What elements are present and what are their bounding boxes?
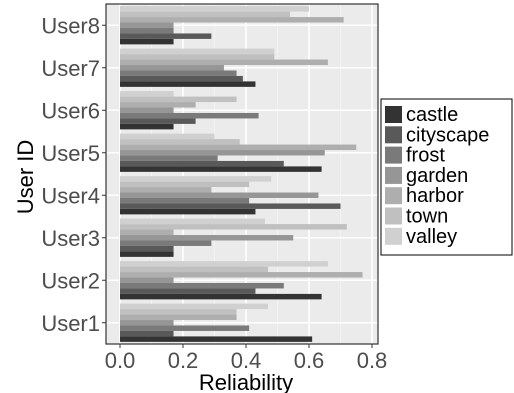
bar-user4-frost: [120, 197, 250, 204]
y-tick-labels: User1 User2 User3 User4 User5 User6 User7 User8: [41, 13, 106, 336]
bar-user6-cityscape: [120, 118, 196, 124]
bar-user8-frost: [120, 27, 174, 34]
legend-label-town: town: [406, 206, 448, 228]
legend-label-frost: frost: [406, 145, 445, 167]
y-axis-label: User ID: [13, 140, 38, 215]
bar-user6-town: [120, 96, 237, 103]
bar-user8-town: [120, 11, 291, 18]
panel-border: [105, 3, 379, 345]
bar-user1-castle: [120, 336, 313, 342]
bar-user2-harbor: [120, 272, 363, 278]
bar-user5-cityscape: [120, 160, 284, 167]
bar-user7-valley: [120, 48, 275, 55]
legend-box: [380, 98, 513, 256]
bar-user5-town: [120, 139, 240, 145]
bar-user3-cityscape: [120, 245, 174, 252]
legend-label-castle: castle: [406, 104, 458, 126]
x-tick-label: 0.6: [294, 348, 325, 373]
bars: [120, 6, 363, 342]
x-tick-label: 0.8: [357, 348, 388, 373]
bar-user5-harbor: [120, 144, 357, 151]
bar-user4-harbor: [120, 187, 212, 193]
legend-label-cityscape: cityscape: [406, 124, 489, 146]
bar-user3-garden: [120, 235, 294, 241]
bar-user2-garden: [120, 277, 174, 283]
legend-label-harbor: harbor: [406, 185, 464, 207]
bar-user7-cityscape: [120, 75, 243, 82]
y-tick-label: User5: [41, 141, 100, 166]
y-tick-label: User1: [41, 311, 100, 336]
bar-user3-town: [120, 224, 347, 230]
y-tick-label: User6: [41, 98, 100, 123]
bar-user5-garden: [120, 150, 325, 156]
bar-user8-harbor: [120, 17, 344, 23]
bar-user2-castle: [120, 293, 322, 300]
bar-user6-castle: [120, 123, 174, 130]
legend: castlecityscapefrostgardenharbortownvall…: [380, 98, 513, 256]
bar-user4-castle: [120, 208, 256, 215]
bar-user1-frost: [120, 325, 250, 331]
bar-user8-castle: [120, 38, 174, 45]
legend-key-garden: [385, 166, 402, 184]
bar-user4-town: [120, 181, 250, 188]
bar-user8-valley: [120, 6, 309, 12]
bar-user8-cityscape: [120, 33, 212, 39]
bar-user5-frost: [120, 155, 218, 161]
bar-user7-castle: [120, 81, 256, 87]
bar-user5-valley: [120, 133, 215, 140]
bar-user2-valley: [120, 261, 328, 267]
x-tick-label: 0.4: [231, 348, 262, 373]
bar-user1-town: [120, 309, 237, 315]
bar-user4-cityscape: [120, 203, 341, 209]
legend-label-valley: valley: [406, 226, 457, 248]
x-axis-label: Reliability: [199, 370, 293, 393]
bar-user7-garden: [120, 65, 224, 71]
panel-frame: [105, 3, 379, 345]
y-tick-label: User8: [41, 13, 100, 38]
bar-user7-frost: [120, 70, 237, 76]
bar-user4-garden: [120, 192, 319, 198]
bar-user6-valley: [120, 91, 174, 97]
legend-key-harbor: [385, 187, 402, 205]
bar-user7-town: [120, 54, 275, 60]
x-tick-label: 0.0: [105, 348, 136, 373]
y-tick-label: User2: [41, 268, 100, 293]
bar-user3-frost: [120, 240, 212, 246]
y-tick-label: User3: [41, 226, 100, 251]
bar-user1-cityscape: [120, 330, 174, 337]
bar-user6-garden: [120, 107, 174, 113]
bar-user5-castle: [120, 166, 322, 172]
bar-user3-valley: [120, 218, 265, 225]
legend-key-frost: [385, 146, 402, 164]
bar-user7-harbor: [120, 59, 328, 66]
bar-user1-garden: [120, 320, 174, 326]
x-tick-label: 0.2: [168, 348, 199, 373]
bar-user2-town: [120, 266, 269, 273]
bar-user2-frost: [120, 282, 284, 289]
legend-label-garden: garden: [406, 165, 468, 187]
bar-user3-harbor: [120, 229, 174, 236]
bar-user1-harbor: [120, 314, 237, 321]
bar-user4-valley: [120, 176, 272, 182]
legend-key-cityscape: [385, 126, 402, 144]
y-tick-label: User4: [41, 183, 100, 208]
bar-user3-castle: [120, 251, 174, 257]
bar-user6-frost: [120, 112, 259, 119]
bar-user6-harbor: [120, 102, 196, 108]
x-tick-labels: 0.0 0.2 0.4 0.6 0.8: [105, 344, 388, 373]
bar-user8-garden: [120, 22, 174, 28]
legend-key-town: [385, 207, 402, 225]
bar-user2-cityscape: [120, 288, 256, 294]
bar-user1-valley: [120, 303, 269, 310]
legend-key-castle: [385, 106, 402, 123]
y-tick-label: User7: [41, 56, 100, 81]
legend-key-valley: [385, 227, 402, 245]
